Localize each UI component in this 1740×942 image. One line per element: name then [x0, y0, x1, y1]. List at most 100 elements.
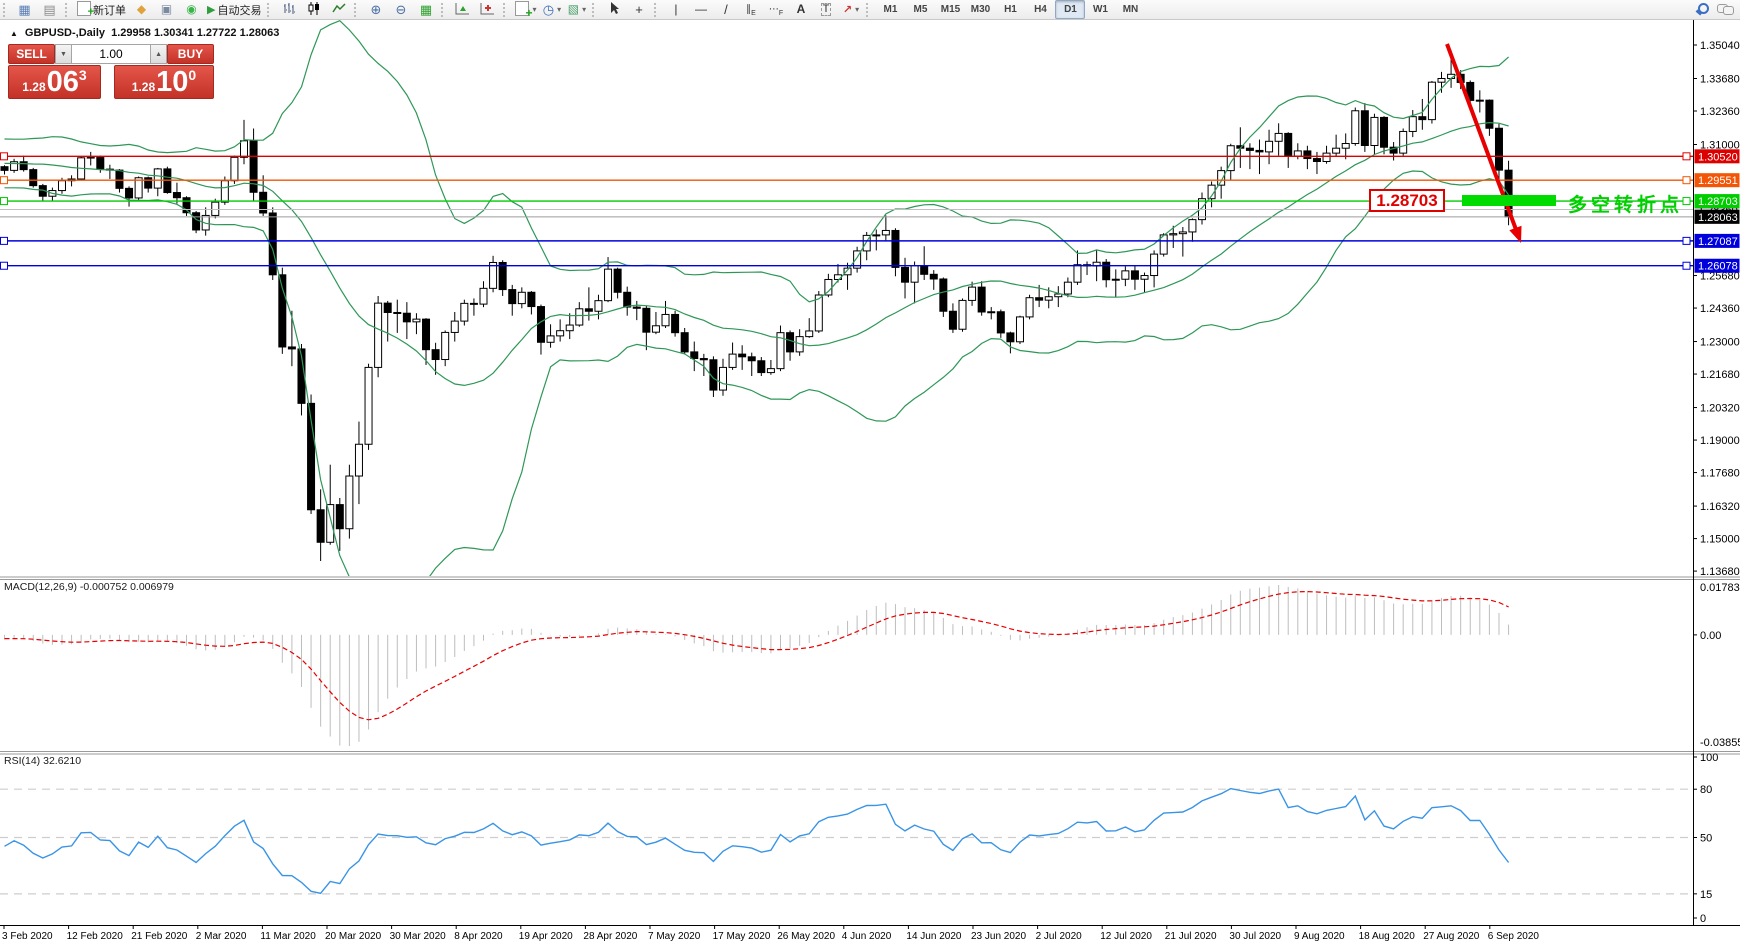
- trend-arrow-head[interactable]: [1509, 225, 1527, 246]
- svg-text:26 May 2020: 26 May 2020: [777, 931, 835, 942]
- line-handle[interactable]: [0, 152, 8, 161]
- bar-chart-button[interactable]: [276, 0, 301, 19]
- vertical-line-button[interactable]: |: [663, 0, 688, 19]
- svg-text:28 Apr 2020: 28 Apr 2020: [583, 931, 637, 942]
- dropdown-arrow-icon[interactable]: ▾: [855, 5, 860, 14]
- add-indicator-button[interactable]: + ▾: [512, 0, 539, 19]
- svg-text:1.17680: 1.17680: [1700, 468, 1740, 480]
- line-handle[interactable]: [0, 261, 8, 270]
- templates-button[interactable]: ▧ ▾: [564, 0, 589, 19]
- bollinger-upper: [4, 19, 1510, 303]
- equidistant-channel-button[interactable]: ∥E: [738, 0, 763, 19]
- line-chart-icon: [332, 2, 346, 18]
- line-handle[interactable]: [1682, 261, 1691, 270]
- new-chart-button[interactable]: ▦: [12, 0, 37, 19]
- price-badge-1.27087: [1694, 233, 1740, 248]
- text-button[interactable]: A: [788, 0, 813, 19]
- line-chart-button[interactable]: [326, 0, 351, 19]
- sell-button[interactable]: SELL: [8, 44, 56, 64]
- svg-text:1.23000: 1.23000: [1700, 337, 1740, 349]
- svg-text:1.35040: 1.35040: [1700, 40, 1740, 52]
- svg-text:30 Mar 2020: 30 Mar 2020: [390, 931, 447, 942]
- line-handle[interactable]: [1682, 152, 1691, 161]
- svg-text:1.20320: 1.20320: [1700, 403, 1740, 415]
- dropdown-arrow-icon[interactable]: ▾: [557, 5, 562, 14]
- line-handle[interactable]: [0, 176, 8, 185]
- new-chart-icon: ▦: [18, 1, 31, 17]
- svg-text:1.27087: 1.27087: [1698, 236, 1738, 248]
- dropdown-arrow-icon[interactable]: ▾: [582, 5, 587, 14]
- line-handle[interactable]: [1682, 236, 1691, 245]
- chart-canvas[interactable]: 1.35040 1.33680 1.32360 1.31000 1.25680 1.243…: [0, 19, 1740, 942]
- search-icon[interactable]: [1695, 3, 1709, 16]
- cursor-icon: [609, 1, 619, 18]
- timeframe-m15-button[interactable]: M15: [940, 4, 961, 15]
- svg-text:3 Feb 2020: 3 Feb 2020: [2, 931, 53, 942]
- green-level-bar[interactable]: [1462, 195, 1556, 206]
- horizontal-line-button[interactable]: —: [688, 0, 713, 19]
- timeframe-w1-button[interactable]: W1: [1092, 4, 1108, 15]
- volume-input[interactable]: 1.00: [71, 44, 151, 64]
- svg-text:1.15000: 1.15000: [1700, 534, 1740, 546]
- text-label-icon: T: [820, 3, 832, 16]
- timeframe-mn-button[interactable]: MN: [1122, 4, 1139, 15]
- templates-icon: ▧: [567, 2, 580, 16]
- svg-text:19 Apr 2020: 19 Apr 2020: [519, 931, 573, 942]
- buy-price-small: 1.28: [131, 80, 156, 94]
- chart-title: ▲ GBPUSD-,Daily 1.29958 1.30341 1.27722 1…: [10, 27, 279, 39]
- vertical-line-icon: |: [674, 2, 678, 16]
- signals-button[interactable]: ◉: [179, 0, 204, 19]
- collapse-trade-panel-icon[interactable]: ▲: [10, 29, 18, 38]
- zoom-in-icon: ⊕: [370, 1, 382, 17]
- new-order-button[interactable]: + 新订单: [74, 0, 129, 19]
- profiles-button[interactable]: ▤: [37, 0, 62, 19]
- styler-button[interactable]: ◆: [129, 0, 154, 19]
- timeframe-d1-button[interactable]: D1: [1055, 0, 1086, 19]
- line-handle[interactable]: [0, 236, 8, 245]
- trendline-button[interactable]: /: [713, 0, 738, 19]
- dropdown-arrow-icon[interactable]: ▾: [532, 5, 537, 14]
- buy-button[interactable]: BUY: [166, 44, 215, 64]
- timeframe-m30-button[interactable]: M30: [970, 4, 991, 15]
- timeframe-m5-button[interactable]: M5: [913, 4, 928, 15]
- zoom-out-button[interactable]: ⊖: [388, 0, 413, 19]
- indicator-list-button[interactable]: [475, 0, 500, 19]
- line-handle[interactable]: [1682, 197, 1691, 206]
- line-handle[interactable]: [0, 197, 8, 206]
- toolbar-group-grip: [654, 2, 659, 17]
- timeframe-h4-button[interactable]: H4: [1034, 4, 1047, 15]
- fibonacci-button[interactable]: ⋯F: [763, 0, 788, 19]
- arrows-button[interactable]: ↗ ▾: [838, 0, 863, 19]
- pivot-text-annotation[interactable]: 多空转折点: [1568, 195, 1684, 216]
- candlestick-chart-icon: [307, 1, 321, 18]
- price-badge-1.28703: [1694, 194, 1740, 209]
- zoom-in-button[interactable]: ⊕: [363, 0, 388, 19]
- line-handle[interactable]: [1682, 176, 1691, 185]
- fibonacci-icon: ⋯F: [768, 3, 784, 17]
- svg-text:1.26078: 1.26078: [1698, 261, 1738, 273]
- buy-price-button[interactable]: 1.28 10 0: [114, 65, 214, 99]
- price-axis: 1.35040 1.33680 1.32360 1.31000 1.25680 1.243…: [1693, 40, 1740, 925]
- sell-price-button[interactable]: 1.28 06 3: [8, 65, 102, 99]
- autotrading-button[interactable]: ▶ 自动交易: [204, 0, 264, 19]
- candles-layer: [0, 50, 1513, 561]
- text-label-button[interactable]: T: [813, 0, 838, 19]
- volume-increase-button[interactable]: ▲: [150, 44, 167, 64]
- time-axis: 3 Feb 2020 12 Feb 2020 21 Feb 2020 2 Mar 20…: [2, 925, 1539, 942]
- cursor-button[interactable]: [601, 0, 626, 19]
- periods-button[interactable]: ◷ ▾: [539, 0, 564, 19]
- svg-text:20 Mar 2020: 20 Mar 2020: [325, 931, 382, 942]
- tile-windows-button[interactable]: ▦: [413, 0, 438, 19]
- timeframe-m1-button[interactable]: M1: [883, 4, 898, 15]
- price-badge-1.29551: [1694, 173, 1740, 188]
- expert-advisors-button[interactable]: ▣: [154, 0, 179, 19]
- svg-text:12 Jul 2020: 12 Jul 2020: [1100, 931, 1152, 942]
- price-annotation-box[interactable]: 1.28703: [1369, 189, 1445, 212]
- chat-icon[interactable]: [1717, 3, 1734, 16]
- timeframe-h1-button[interactable]: H1: [1004, 4, 1017, 15]
- candlestick-chart-button[interactable]: [301, 0, 326, 19]
- ohlc-values: 1.29958 1.30341 1.27722 1.28063: [111, 27, 280, 39]
- crosshair-button[interactable]: +: [626, 0, 651, 19]
- volume-decrease-button[interactable]: ▼: [55, 44, 72, 64]
- indicators-window-button[interactable]: [450, 0, 475, 19]
